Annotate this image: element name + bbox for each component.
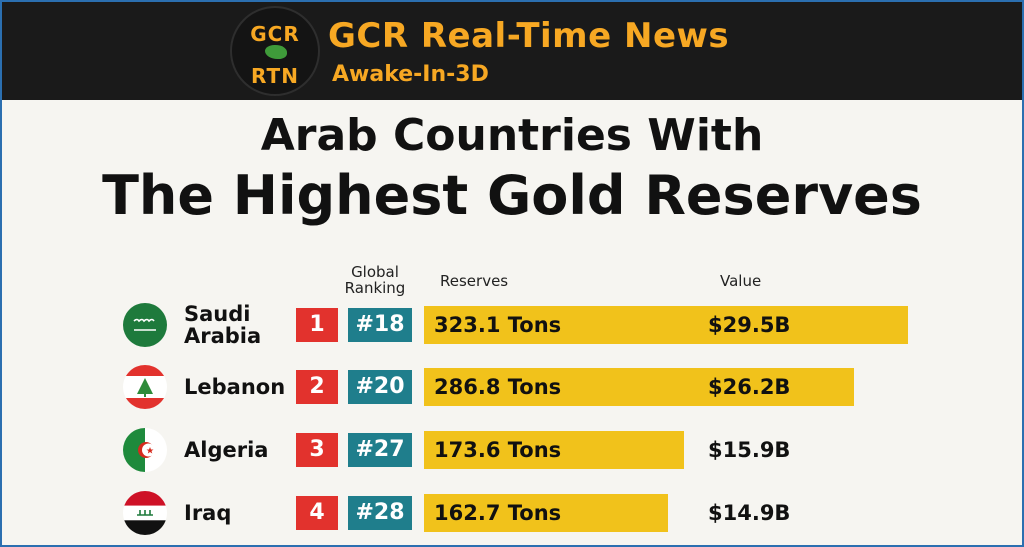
value-label: $15.9B xyxy=(708,438,791,462)
rank-badge: 3 xyxy=(296,433,338,467)
lebanon-flag-icon xyxy=(123,365,167,409)
reserve-label: 286.8 Tons xyxy=(434,375,562,399)
reserve-bar xyxy=(424,368,854,406)
country-label: Algeria xyxy=(184,438,269,462)
reserve-label: 173.6 Tons xyxy=(434,438,562,462)
reserve-bar xyxy=(424,494,668,532)
rank-badge: 2 xyxy=(296,370,338,404)
value-label: $26.2B xyxy=(708,375,791,399)
value-header: Value xyxy=(720,272,762,290)
chart-row: Saudi Arabia 1 #18 323.1 Tons $29.5B xyxy=(2,300,1022,350)
country-label: Saudi Arabia xyxy=(184,302,262,348)
reserves-header: Reserves xyxy=(440,272,509,290)
chart-title: Arab Countries With xyxy=(260,110,764,161)
banner: GCR RTN GCR Real-Time News Awake-In-3D xyxy=(2,2,1022,100)
chart-subtitle: The Highest Gold Reserves xyxy=(102,164,922,227)
iraq-flag-icon xyxy=(123,491,167,535)
logo-blob-icon xyxy=(265,45,287,59)
reserve-label: 162.7 Tons xyxy=(434,501,562,525)
logo-text-bottom: RTN xyxy=(251,64,299,88)
global-rank-badge: #18 xyxy=(348,308,412,342)
reserve-bar xyxy=(424,306,908,344)
chart-row: Lebanon 2 #20 286.8 Tons $26.2B xyxy=(2,362,1022,412)
chart-row: Iraq 4 #28 162.7 Tons $14.9B xyxy=(2,488,1022,538)
country-label: Lebanon xyxy=(184,375,286,399)
value-label: $29.5B xyxy=(708,313,791,337)
banner-title: GCR Real-Time News xyxy=(328,16,730,56)
logo-text-top: GCR xyxy=(250,22,300,46)
gcr-rtn-logo: GCR RTN xyxy=(230,6,320,96)
value-label: $14.9B xyxy=(708,501,791,525)
chart-row: Algeria 3 #27 173.6 Tons $15.9B xyxy=(2,425,1022,475)
rank-badge: 4 xyxy=(296,496,338,530)
country-label: Iraq xyxy=(184,501,232,525)
rank-badge: 1 xyxy=(296,308,338,342)
saudi-flag-icon xyxy=(123,303,167,347)
reserve-bar xyxy=(424,431,684,469)
banner-subtitle: Awake-In-3D xyxy=(332,62,489,87)
global-rank-badge: #20 xyxy=(348,370,412,404)
reserve-label: 323.1 Tons xyxy=(434,313,562,337)
algeria-flag-icon xyxy=(123,428,167,472)
global-ranking-header: Global Ranking xyxy=(344,263,406,297)
global-rank-badge: #28 xyxy=(348,496,412,530)
global-rank-badge: #27 xyxy=(348,433,412,467)
